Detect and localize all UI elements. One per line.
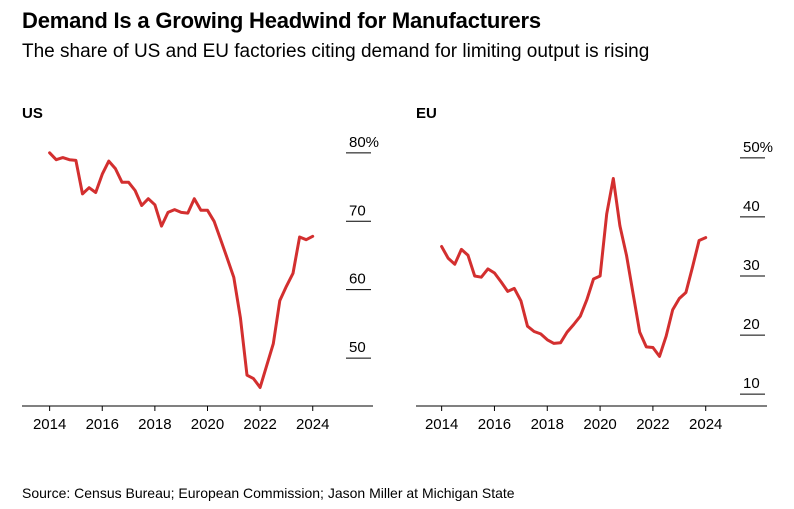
eu-x-tick-label: 2014	[425, 416, 458, 433]
eu-panel: EU 10 20 30 40 50% 2014 2016 2018 2020 2022 2024	[416, 105, 773, 433]
eu-x-tick-label: 2016	[478, 416, 511, 433]
eu-y-tick-label: 20	[743, 316, 760, 333]
us-series-line	[48, 151, 315, 389]
us-x-tick-label: 2022	[243, 416, 276, 433]
us-x-tick-label: 2014	[33, 416, 66, 433]
us-x-tick-label: 2024	[296, 416, 329, 433]
us-x-tick-label: 2016	[86, 416, 119, 433]
eu-panel-title: EU	[416, 105, 437, 122]
us-y-tick-label: 80%	[349, 134, 379, 151]
eu-x-tick-label: 2024	[689, 416, 722, 433]
us-x-tick-label: 2018	[138, 416, 171, 433]
chart-subtitle: The share of US and EU factories citing …	[22, 41, 650, 62]
eu-y-tick-label: 40	[743, 198, 760, 215]
eu-x-tick-label: 2020	[583, 416, 616, 433]
us-y-tick-label: 60	[349, 271, 366, 288]
us-y-tick-label: 70	[349, 202, 366, 219]
eu-y-tick-label: 10	[743, 375, 760, 392]
us-y-tick-label: 50	[349, 339, 366, 356]
eu-y-tick-label: 50%	[743, 139, 773, 156]
us-panel: US 50 60 70 80% 2014 2016 2018 2020 2022 2024	[22, 105, 379, 433]
eu-series-line	[440, 177, 708, 358]
eu-x-tick-label: 2018	[531, 416, 564, 433]
us-x-tick-label: 2020	[191, 416, 224, 433]
source-note: Source: Census Bureau; European Commissi…	[22, 485, 515, 501]
us-panel-title: US	[22, 105, 43, 122]
chart-title: Demand Is a Growing Headwind for Manufac…	[22, 8, 541, 33]
eu-x-tick-label: 2022	[636, 416, 669, 433]
eu-y-tick-label: 30	[743, 257, 760, 274]
